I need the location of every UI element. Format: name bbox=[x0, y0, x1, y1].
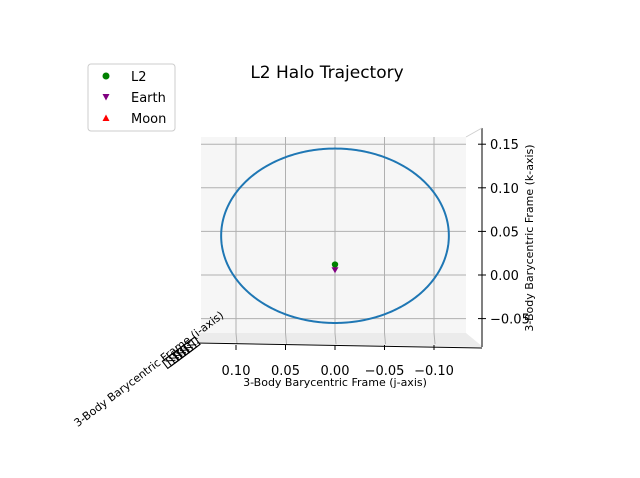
pane-back bbox=[201, 137, 466, 333]
pane-floor bbox=[196, 333, 483, 347]
k-axis-tick-label: 0.15 bbox=[490, 138, 519, 153]
marker-l2 bbox=[331, 261, 339, 268]
j-axis-tick-label: −0.05 bbox=[365, 364, 405, 379]
gridlines bbox=[201, 137, 466, 345]
j-axis-ticks: 0.10 0.05 0.00 −0.05 −0.10 bbox=[222, 345, 454, 379]
floor-grid-line bbox=[384, 332, 386, 345]
k-axis-tick-label: 0.10 bbox=[490, 182, 519, 197]
j-axis-tick-label: 0.05 bbox=[271, 364, 300, 379]
marker-earth bbox=[331, 267, 339, 274]
k-axis-tick-label: 0.05 bbox=[490, 225, 519, 240]
plot-panel bbox=[196, 127, 483, 349]
floor-grid-line bbox=[285, 332, 287, 345]
legend-marker-triangle-down-icon bbox=[102, 94, 110, 101]
legend-label: L2 bbox=[131, 70, 147, 85]
legend-item-moon[interactable]: Moon bbox=[102, 112, 167, 127]
floor-grid-line bbox=[433, 332, 436, 345]
body-markers bbox=[331, 261, 339, 274]
i-axis-tick-labels bbox=[161, 336, 201, 370]
i-axis-tick-glyph bbox=[182, 336, 201, 354]
legend-marker-circle-icon bbox=[102, 72, 110, 80]
floor-grid-line bbox=[235, 332, 238, 345]
k-axis-ticks: 0.15 0.10 0.05 0.00 −0.05 bbox=[478, 138, 530, 328]
chart-title: L2 Halo Trajectory bbox=[250, 63, 403, 83]
legend-item-l2[interactable]: L2 bbox=[102, 70, 147, 85]
k-axis-tick-label: −0.05 bbox=[490, 313, 530, 328]
halo-trajectory bbox=[220, 147, 450, 324]
y-axis-label: 3-Body Barycentric Frame (j-axis) bbox=[243, 376, 427, 389]
floor-grid-line bbox=[334, 332, 337, 345]
legend-marker-triangle-up-icon bbox=[102, 114, 110, 121]
legend-label: Moon bbox=[131, 112, 166, 127]
k-axis-tick-label: 0.00 bbox=[490, 269, 519, 284]
j-axis-tick-label: 0.00 bbox=[321, 364, 350, 379]
legend[interactable]: L2 Earth Moon bbox=[87, 63, 176, 132]
j-axis-tick-label: −0.10 bbox=[414, 364, 454, 379]
z-axis-label: 3-Body Barycentric Frame (k-axis) bbox=[523, 144, 536, 331]
x-axis-label: 3-Body Barycentric Frame (i-axis) bbox=[72, 309, 227, 430]
legend-label: Earth bbox=[131, 91, 166, 106]
pane-edge-top bbox=[465, 127, 483, 138]
legend-box bbox=[87, 63, 176, 132]
j-axis-tick-label: 0.10 bbox=[222, 364, 251, 379]
trajectory-line bbox=[220, 147, 450, 324]
legend-item-earth[interactable]: Earth bbox=[102, 91, 166, 106]
